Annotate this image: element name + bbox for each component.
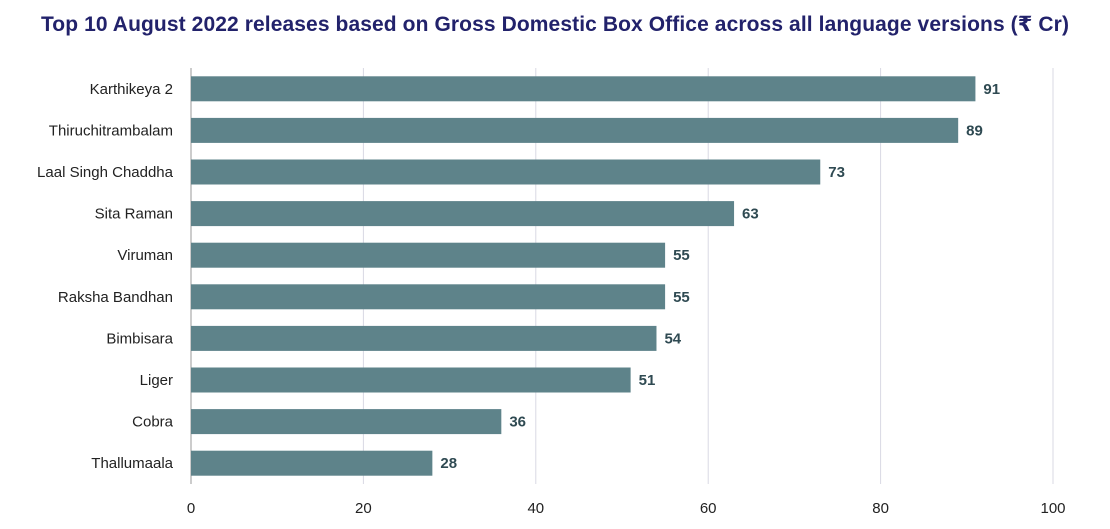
value-label: 54 <box>664 330 681 347</box>
value-label: 73 <box>828 164 845 181</box>
value-labels: 91 89 73 63 55 55 54 51 36 28 <box>440 81 1000 472</box>
value-label: 63 <box>742 206 759 223</box>
bar <box>191 284 666 310</box>
bar <box>191 450 433 476</box>
category-label: Liger <box>140 372 173 389</box>
bar <box>191 409 502 435</box>
value-label: 55 <box>673 247 690 264</box>
category-labels: Karthikeya 2 Thiruchitrambalam Laal Singh … <box>37 81 174 472</box>
category-label: Bimbisara <box>106 330 173 347</box>
x-tick-label: 0 <box>187 500 195 517</box>
value-label: 28 <box>440 455 457 472</box>
bar <box>191 325 657 351</box>
value-label: 91 <box>983 81 1000 98</box>
category-label: Thallumaala <box>91 455 173 472</box>
bar <box>191 201 735 227</box>
x-tick-label: 100 <box>1040 500 1065 517</box>
x-axis-ticks: 0 20 40 60 80 100 <box>187 500 1066 517</box>
category-label: Sita Raman <box>95 206 173 223</box>
x-tick-label: 80 <box>872 500 889 517</box>
bars <box>191 76 976 476</box>
category-label: Thiruchitrambalam <box>49 122 173 139</box>
category-label: Viruman <box>117 247 173 264</box>
category-label: Laal Singh Chaddha <box>37 164 174 181</box>
bar <box>191 159 821 185</box>
chart-title: Top 10 August 2022 releases based on Gro… <box>40 13 1070 36</box>
value-label: 51 <box>639 372 656 389</box>
x-tick-label: 40 <box>527 500 544 517</box>
bar <box>191 117 959 143</box>
bar <box>191 76 976 102</box>
x-tick-label: 20 <box>355 500 372 517</box>
value-label: 55 <box>673 289 690 306</box>
x-tick-label: 60 <box>700 500 717 517</box>
bar <box>191 242 666 268</box>
value-label: 89 <box>966 122 983 139</box>
value-label: 36 <box>509 414 526 431</box>
category-label: Cobra <box>132 414 174 431</box>
category-label: Karthikeya 2 <box>90 81 173 98</box>
category-label: Raksha Bandhan <box>58 289 173 306</box>
bar <box>191 367 631 393</box>
